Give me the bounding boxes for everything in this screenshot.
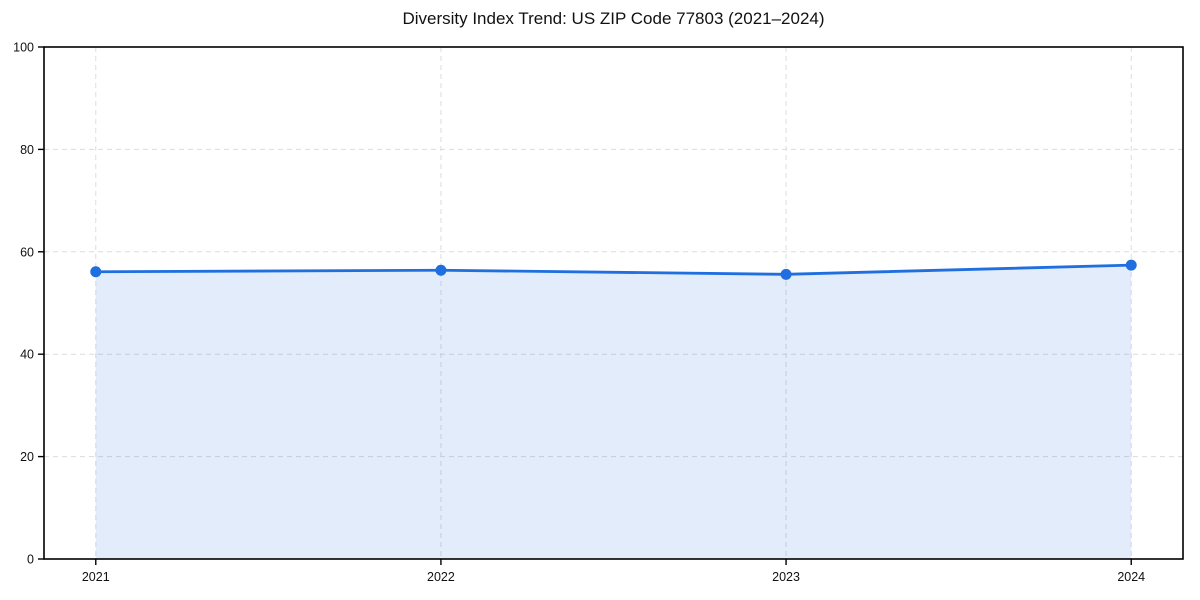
- y-tick-label: 0: [27, 553, 34, 567]
- chart-title: Diversity Index Trend: US ZIP Code 77803…: [402, 9, 825, 28]
- y-tick-label: 40: [20, 348, 34, 362]
- trend-line: [94, 263, 1133, 276]
- x-tick-label: 2022: [427, 570, 455, 584]
- plot-border: [43, 46, 1184, 560]
- data-point-marker: [1125, 259, 1137, 271]
- y-tick-label: 20: [20, 450, 34, 464]
- x-tick-label: 2024: [1117, 570, 1145, 584]
- x-tick-label: 2023: [772, 570, 800, 584]
- x-tick-label: 2021: [82, 570, 110, 584]
- data-point-marker: [780, 268, 792, 280]
- y-tick-label: 60: [20, 245, 34, 259]
- y-tick-label: 100: [13, 41, 34, 55]
- data-point-marker: [435, 264, 447, 276]
- data-point-marker: [90, 266, 102, 278]
- area-fill: [95, 265, 1132, 559]
- y-tick-label: 80: [20, 143, 34, 157]
